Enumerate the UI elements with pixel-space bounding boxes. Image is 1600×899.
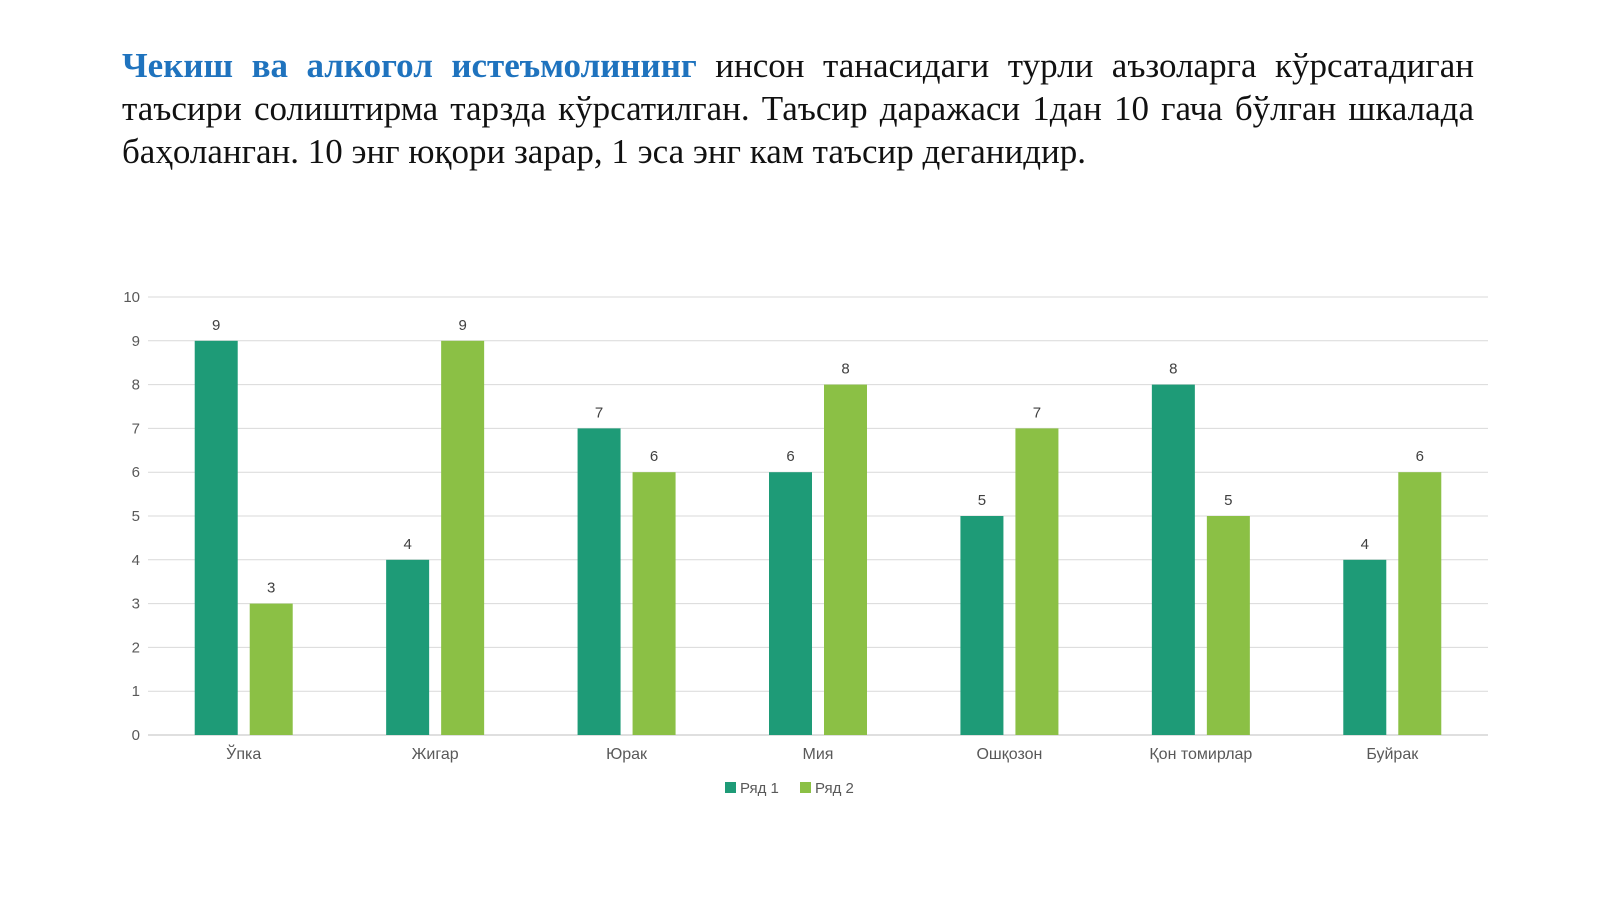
y-tick-label: 10 bbox=[123, 289, 140, 306]
legend-item[interactable]: Ряд 2 bbox=[800, 780, 854, 797]
intro-paragraph: Чекиш ва алкогол истеъмолининг инсон тан… bbox=[122, 44, 1474, 173]
legend[interactable]: Ряд 1 Ряд 2 bbox=[725, 780, 854, 797]
data-label: 3 bbox=[267, 580, 275, 597]
y-tick-label: 4 bbox=[132, 552, 140, 569]
data-label: 5 bbox=[1224, 492, 1232, 509]
x-tick-label: Ошқозон bbox=[976, 746, 1042, 763]
data-label: 9 bbox=[212, 317, 220, 334]
data-label: 6 bbox=[650, 448, 658, 465]
x-tick-label: Қон томирлар bbox=[1149, 746, 1252, 763]
x-axis: Ўпка Жигар Юрак Мия Ошқозон Қон томирлар Буйра… bbox=[226, 743, 1419, 763]
x-tick-label: Юрак bbox=[606, 746, 648, 763]
bar-2 bbox=[1015, 428, 1059, 735]
bar-1 bbox=[194, 340, 238, 735]
bar-2 bbox=[632, 472, 676, 735]
x-tick-label: Мия bbox=[803, 746, 834, 763]
bar-1 bbox=[386, 559, 430, 735]
y-axis: 0 1 2 3 4 5 6 7 8 9 10 bbox=[123, 289, 140, 744]
legend-label: Ряд 2 bbox=[815, 780, 854, 797]
x-tick-label: Буйрак bbox=[1366, 746, 1419, 763]
bar-2 bbox=[441, 340, 485, 735]
y-tick-label: 6 bbox=[132, 464, 140, 481]
bar-1 bbox=[577, 428, 621, 735]
bar-2 bbox=[1398, 472, 1442, 735]
data-label: 9 bbox=[458, 317, 466, 334]
bar-1 bbox=[769, 472, 812, 735]
bars bbox=[194, 340, 1442, 735]
bar-1 bbox=[1151, 384, 1195, 735]
y-tick-label: 0 bbox=[132, 727, 140, 744]
x-tick-label: Жигар bbox=[412, 746, 459, 763]
x-tick-label: Ўпка bbox=[226, 743, 261, 763]
bar-1 bbox=[960, 516, 1004, 735]
y-tick-label: 1 bbox=[132, 683, 140, 700]
legend-item[interactable]: Ряд 1 bbox=[725, 780, 779, 797]
data-labels: 9 3 4 9 7 6 6 8 5 7 8 5 4 6 bbox=[212, 317, 1424, 597]
data-label: 5 bbox=[978, 492, 986, 509]
legend-swatch bbox=[800, 782, 811, 793]
data-label: 6 bbox=[786, 448, 794, 465]
bar-2 bbox=[824, 384, 867, 735]
y-tick-label: 5 bbox=[132, 508, 140, 525]
data-label: 6 bbox=[1416, 448, 1424, 465]
legend-swatch bbox=[725, 782, 736, 793]
data-label: 7 bbox=[1033, 404, 1041, 421]
bar-1 bbox=[1343, 559, 1387, 735]
legend-label: Ряд 1 bbox=[740, 780, 779, 797]
y-tick-label: 8 bbox=[132, 377, 140, 394]
intro-text: инсон танасидаги турли аъзоларга кўрсата… bbox=[122, 46, 1474, 171]
gridlines bbox=[148, 296, 1488, 736]
data-label: 8 bbox=[841, 361, 849, 378]
data-label: 7 bbox=[595, 404, 603, 421]
bar-2 bbox=[249, 603, 293, 735]
y-tick-label: 9 bbox=[132, 333, 140, 350]
data-label: 4 bbox=[403, 536, 411, 553]
y-tick-label: 7 bbox=[132, 420, 140, 437]
data-label: 8 bbox=[1169, 361, 1177, 378]
y-tick-label: 2 bbox=[132, 639, 140, 656]
intro-highlight: Чекиш ва алкогол истеъмолининг bbox=[122, 46, 697, 85]
bar-2 bbox=[1206, 516, 1250, 735]
data-label: 4 bbox=[1361, 536, 1369, 553]
y-tick-label: 3 bbox=[132, 596, 140, 613]
